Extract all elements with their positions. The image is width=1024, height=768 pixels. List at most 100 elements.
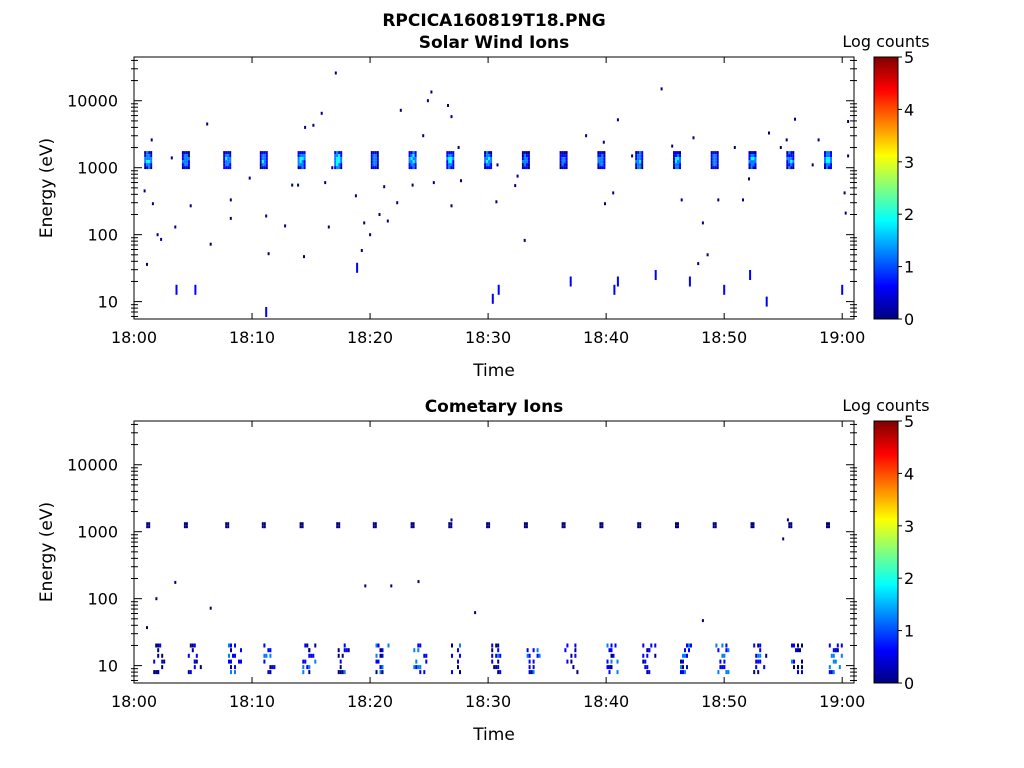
colorbar-tick-label-1: 1 [904, 258, 914, 277]
x-tick-label-3: 18:30 [465, 328, 511, 347]
low-burst-5 [337, 643, 350, 675]
colorbar-tick-label-2: 2 [904, 569, 914, 588]
low-burst-16 [753, 643, 768, 675]
low-burst-10 [526, 648, 541, 675]
low-burst-17 [791, 643, 803, 675]
point-3 [156, 233, 159, 237]
point-39 [450, 204, 453, 208]
point-10 [229, 198, 232, 202]
stick-10 [688, 276, 691, 287]
colorbar-tick-label-2: 2 [904, 205, 914, 224]
x-tick-label-0: 18:00 [111, 328, 157, 347]
low-burst-1 [187, 643, 202, 675]
burst-7 [408, 151, 417, 170]
burst-15 [710, 151, 719, 170]
burst-12 [599, 522, 604, 529]
burst-9 [486, 522, 491, 529]
burst-10 [521, 151, 530, 170]
colorbar-tick-label-3: 3 [904, 517, 914, 536]
x-tick-label-0: 18:00 [111, 692, 157, 711]
burst-13 [637, 522, 642, 529]
burst-11 [561, 522, 566, 529]
point-31 [399, 108, 402, 112]
burst-17 [788, 522, 793, 529]
point-8 [206, 122, 209, 126]
point-34 [430, 90, 433, 94]
point-46 [523, 238, 526, 242]
point-6 [174, 225, 177, 229]
point-3 [209, 606, 212, 610]
solar-wind-xlabel: Time [472, 361, 515, 381]
burst-16 [750, 522, 755, 529]
point-9 [782, 537, 785, 541]
cometary-colorbar-ticks: 0 1 2 3 4 5 [898, 412, 914, 693]
burst-18 [826, 522, 830, 529]
colorbar-tick-label-0: 0 [904, 310, 914, 329]
point-1 [155, 597, 158, 601]
point-58 [697, 262, 700, 266]
stick-12 [749, 270, 752, 280]
point-60 [733, 146, 736, 149]
stick-0 [175, 284, 178, 295]
cometary-ylabel: Energy (eV) [37, 502, 57, 602]
point-12 [265, 214, 268, 218]
point-51 [631, 154, 634, 158]
burst-0 [144, 151, 153, 170]
colorbar-tick-label-1: 1 [904, 622, 914, 641]
solar-wind-ylabel: Energy (eV) [37, 138, 57, 238]
point-15 [291, 183, 294, 187]
colorbar-tick-label-5: 5 [904, 48, 914, 67]
point-36 [450, 115, 453, 119]
point-69 [844, 211, 847, 215]
low-burst-6 [375, 643, 390, 675]
stick-8 [616, 276, 619, 287]
burst-10 [523, 522, 528, 529]
point-56 [701, 221, 704, 225]
point-76 [248, 176, 251, 180]
y-tick-label-2: 1000 [77, 159, 118, 178]
point-71 [817, 138, 820, 142]
solar-wind-colorbar-ticks: 0 1 2 3 4 5 [898, 48, 914, 329]
point-75 [516, 174, 519, 178]
cometary-xlabel: Time [472, 725, 515, 745]
point-28 [378, 213, 381, 216]
point-11 [229, 216, 232, 220]
point-24 [354, 194, 357, 198]
point-23 [303, 255, 305, 259]
x-tick-label-1: 18:10 [229, 328, 275, 347]
low-burst-0 [153, 643, 166, 675]
point-70 [847, 120, 850, 123]
x-tick-label-2: 18:20 [347, 328, 393, 347]
point-74 [616, 118, 619, 122]
burst-2 [223, 151, 232, 170]
cometary-axes: 18:00 18:10 18:20 18:30 18:40 18:50 19:00 10 100… [67, 421, 865, 711]
burst-8 [448, 522, 453, 529]
low-burst-11 [564, 643, 579, 675]
point-32 [422, 134, 425, 138]
point-30 [396, 201, 399, 205]
low-burst-12 [606, 643, 619, 675]
burst-13 [635, 151, 644, 170]
cometary-colorbar [873, 420, 899, 684]
point-6 [417, 580, 420, 584]
point-68 [843, 191, 846, 195]
point-25 [363, 221, 366, 225]
point-7 [474, 611, 477, 615]
low-burst-4 [302, 643, 317, 675]
cometary-plot-frame [133, 420, 855, 684]
y-tick-label-3: 10000 [67, 456, 118, 475]
point-27 [369, 233, 372, 237]
y-tick-label-0: 10 [98, 657, 118, 676]
point-2 [174, 580, 177, 584]
burst-15 [712, 522, 717, 529]
solar-wind-plot-frame [133, 56, 855, 320]
burst-3 [261, 522, 266, 529]
solar-wind-colorbar-label: Log counts [842, 32, 929, 51]
burst-16 [748, 151, 757, 170]
burst-5 [336, 522, 341, 529]
point-53 [671, 144, 674, 148]
point-29 [386, 219, 389, 223]
point-40 [383, 185, 386, 189]
point-65 [785, 138, 788, 142]
stick-1 [194, 284, 197, 295]
